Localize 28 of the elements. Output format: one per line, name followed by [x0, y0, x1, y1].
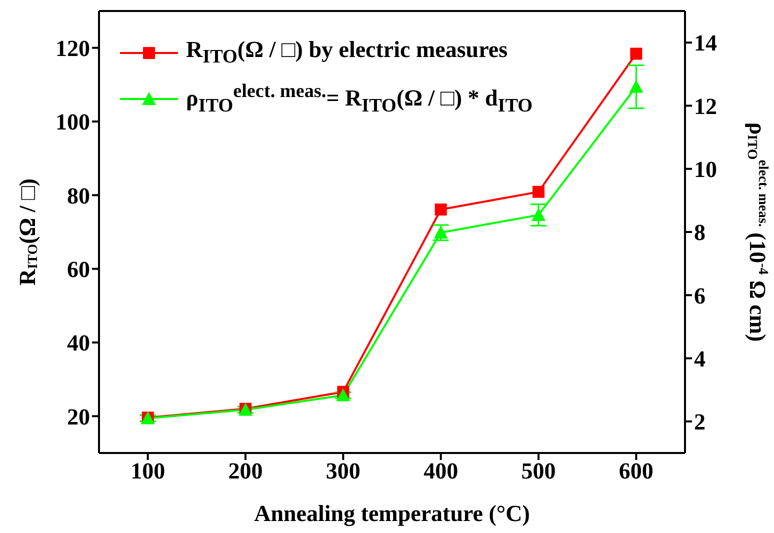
- legend-label: ρ$_{ITO}$$^{elect. meas.}$= R$_{ITO}$(Ω / □) * d$_{ITO}$: [186, 80, 533, 118]
- point: [532, 186, 544, 198]
- y2-tick-label: 4: [694, 346, 706, 372]
- y-tick-label: 40: [67, 330, 90, 356]
- y-tick-label: 60: [67, 257, 90, 282]
- legend-label: R$_{ITO}$(Ω / □) by electric measures: [186, 37, 508, 69]
- x-tick-label: 200: [228, 458, 263, 484]
- x-tick-label: 300: [326, 458, 360, 484]
- x-tick-label: 600: [618, 458, 654, 484]
- y2-tick-label: 8: [694, 220, 706, 246]
- y2-tick-label: 14: [694, 30, 718, 56]
- point: [629, 80, 644, 93]
- y2-tick-label: 12: [694, 94, 717, 119]
- y2-tick-label: 6: [694, 283, 706, 308]
- x-tick-label: 500: [521, 458, 556, 484]
- point: [434, 204, 447, 216]
- y-tick-label: 120: [56, 36, 90, 61]
- point: [336, 388, 350, 402]
- point: [630, 48, 642, 60]
- y-tick-label: 20: [67, 404, 90, 430]
- x-axis-title: Annealing temperature (°C): [254, 501, 530, 527]
- y-tick-label: 100: [56, 110, 90, 135]
- y2-tick-label: 2: [694, 410, 706, 435]
- y-tick-label: 80: [67, 183, 90, 208]
- x-tick-label: 100: [130, 458, 166, 484]
- x-tick-label: 400: [424, 458, 458, 484]
- y2-tick-label: 10: [694, 157, 717, 182]
- point: [532, 208, 546, 221]
